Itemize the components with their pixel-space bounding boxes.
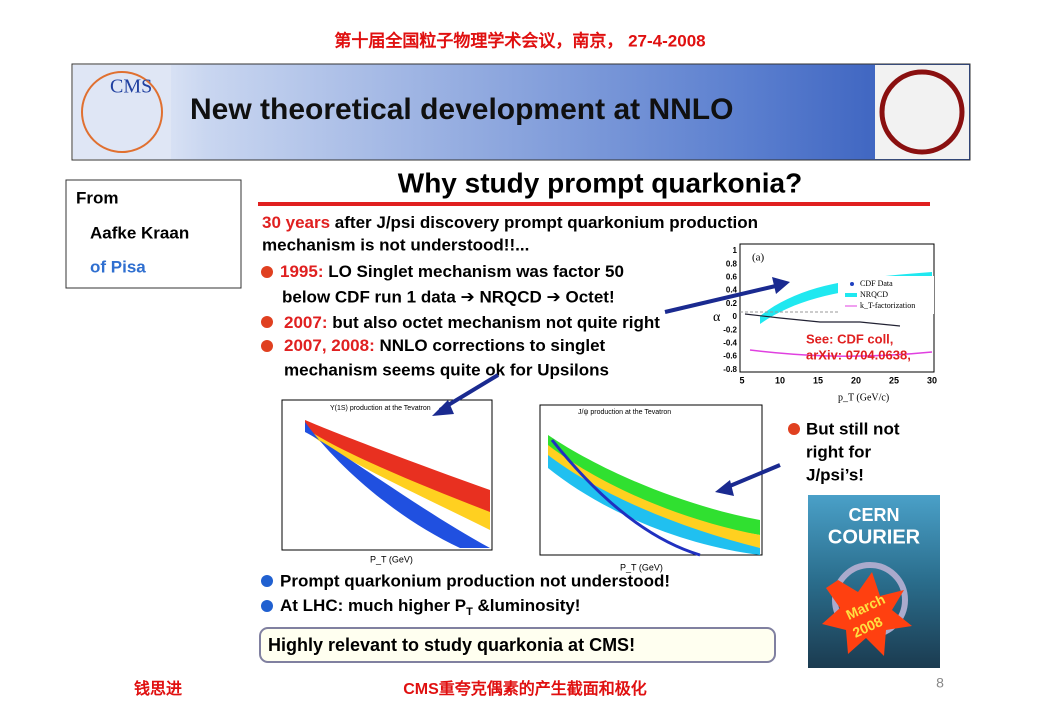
- y-tick-label: -0.2: [723, 325, 737, 334]
- y-axis-label: α: [713, 310, 721, 325]
- title-underline: [258, 202, 930, 206]
- band: [548, 455, 760, 555]
- plot-upsilon: Y(1S) production at the Tevatron P_T (Ge…: [281, 399, 493, 564]
- header-title: New theoretical development at NNLO: [190, 93, 733, 126]
- y-tick-label: 0.4: [726, 286, 738, 295]
- x-tick-label: 15: [813, 375, 823, 385]
- curve: [550, 439, 701, 557]
- band: [548, 435, 760, 535]
- bullet-text: NNLO corrections to singlet: [375, 336, 606, 355]
- footer-topic: CMS重夸克偶素的产生截面和极化: [403, 679, 647, 698]
- bullet: 1995: LO Singlet mechanism was factor 50: [280, 262, 624, 281]
- cover-line: COURIER: [828, 526, 921, 548]
- x-tick-label: 20: [851, 375, 861, 385]
- plot-jpsi: J/ψ production at the Tevatron P_T (GeV): [539, 404, 763, 572]
- x-axis-label: P_T (GeV): [620, 562, 663, 572]
- bullet-list: 1995: LO Singlet mechanism was factor 50…: [261, 262, 660, 379]
- bullet-dot: [261, 266, 273, 278]
- legend-swatch: [850, 282, 854, 286]
- intro-rest: after J/psi discovery prompt quarkonium …: [330, 213, 758, 232]
- badge: [822, 572, 912, 656]
- sidebox-line: of Pisa: [90, 257, 146, 276]
- sidebox: [65, 179, 242, 289]
- slide-title: Why study prompt quarkonia?: [398, 167, 802, 198]
- y-tick-label: 0.8: [726, 259, 738, 268]
- intro-highlight: 30 years: [262, 213, 330, 232]
- pku-logo-ring: [879, 69, 965, 155]
- right-note: But still not: [806, 419, 900, 438]
- bottom-bullet: Prompt quarkonium production not underst…: [280, 571, 670, 590]
- band: [548, 445, 760, 548]
- arrow: [724, 463, 781, 490]
- plot-a: (a) α p_T (GeV/c) CDF Data NRQCD k_T-fac…: [713, 243, 937, 403]
- subscript: T: [466, 606, 473, 618]
- y-tick-label: 0.2: [726, 299, 738, 308]
- cms-logo-ring: [81, 71, 163, 153]
- plot-title: J/ψ production at the Tevatron: [578, 409, 671, 416]
- bullet-year: 2007:: [284, 313, 327, 332]
- cdf-data: [744, 313, 901, 327]
- bullet-text2: below CDF run 1 data ➔ NRQCD ➔ Octet!: [282, 287, 615, 306]
- plot-title: Y(1S) production at the Tevatron: [330, 405, 431, 412]
- bullet-year: 2007, 2008:: [284, 336, 375, 355]
- x-axis-label: P_T (GeV): [370, 554, 413, 564]
- y-tick-label: -0.4: [723, 339, 737, 348]
- page-number: 8: [936, 675, 944, 691]
- bottom-bullet: At LHC: much higher PT &luminosity!: [280, 596, 580, 617]
- arrow-head: [772, 277, 790, 294]
- kt-curve: [749, 349, 933, 357]
- legend-entry: NRQCD: [860, 290, 888, 299]
- arrow-head: [432, 400, 454, 416]
- y-tick-label: -0.6: [723, 352, 737, 361]
- x-tick-label: 30: [927, 375, 937, 385]
- bullet-text: but also octet mechanism not quite right: [327, 313, 660, 332]
- bullet-text: LO Singlet mechanism was factor 50: [323, 262, 623, 281]
- legend-entry: CDF Data: [860, 279, 893, 288]
- sidebox-line: Aafke Kraan: [90, 223, 189, 242]
- highlight-box: [259, 627, 776, 663]
- x-tick-label: 25: [889, 375, 899, 385]
- conference: 第十届全国粒子物理学术会议，南京， 27-4-2008: [334, 30, 705, 50]
- bullet-dot: [788, 423, 800, 435]
- y-tick-label: 1: [733, 246, 738, 255]
- cover-line: CERN: [848, 505, 899, 525]
- cms-logo: [73, 65, 171, 159]
- pku-logo: [875, 65, 969, 159]
- bottom-bullet-text: At LHC: much higher P: [280, 596, 466, 615]
- bottom-bullet-text: &luminosity!: [473, 596, 581, 615]
- bullet-dot: [261, 340, 273, 352]
- right-note: right for: [806, 442, 872, 461]
- bullet: 2007: but also octet mechanism not quite…: [284, 313, 660, 332]
- y-tick-label: 0: [733, 312, 738, 321]
- highlight-text: Highly relevant to study quarkonia at CM…: [268, 635, 635, 655]
- plot-note: See: CDF coll,: [806, 331, 893, 346]
- header-bar: [71, 63, 971, 161]
- bullet-dot: [261, 575, 273, 587]
- plot-label: (a): [752, 252, 765, 264]
- plot-note: arXiv: 0704.0638,: [806, 347, 911, 362]
- arrow-head: [715, 480, 734, 496]
- cover: CERN COURIER March 2008: [808, 495, 940, 668]
- x-tick-label: 10: [775, 375, 785, 385]
- cms-logo-text: CMS: [110, 76, 152, 98]
- arrow: [664, 283, 781, 314]
- bullet: 2007, 2008: NNLO corrections to singlet: [284, 336, 606, 355]
- intro-line2: mechanism is not understood!!...: [262, 235, 529, 254]
- bullet-year: 1995:: [280, 262, 323, 281]
- y-tick-label: -0.8: [723, 365, 737, 374]
- sidebox-line: From: [76, 188, 119, 207]
- bullet-dot: [261, 600, 273, 612]
- band: [305, 420, 490, 512]
- y-tick-label: 0.6: [726, 273, 738, 282]
- bullet-dot: [261, 316, 273, 328]
- legend-entry: k_T-factorization: [860, 301, 915, 310]
- x-tick-label: 5: [739, 375, 744, 385]
- x-axis-label: p_T (GeV/c): [838, 392, 889, 403]
- legend-swatch: [845, 293, 857, 297]
- bullet-text2: mechanism seems quite ok for Upsilons: [284, 360, 609, 379]
- right-note: J/psi’s!: [806, 465, 864, 484]
- footer-author: 钱思进: [134, 679, 182, 698]
- intro: 30 years after J/psi discovery prompt qu…: [262, 213, 758, 232]
